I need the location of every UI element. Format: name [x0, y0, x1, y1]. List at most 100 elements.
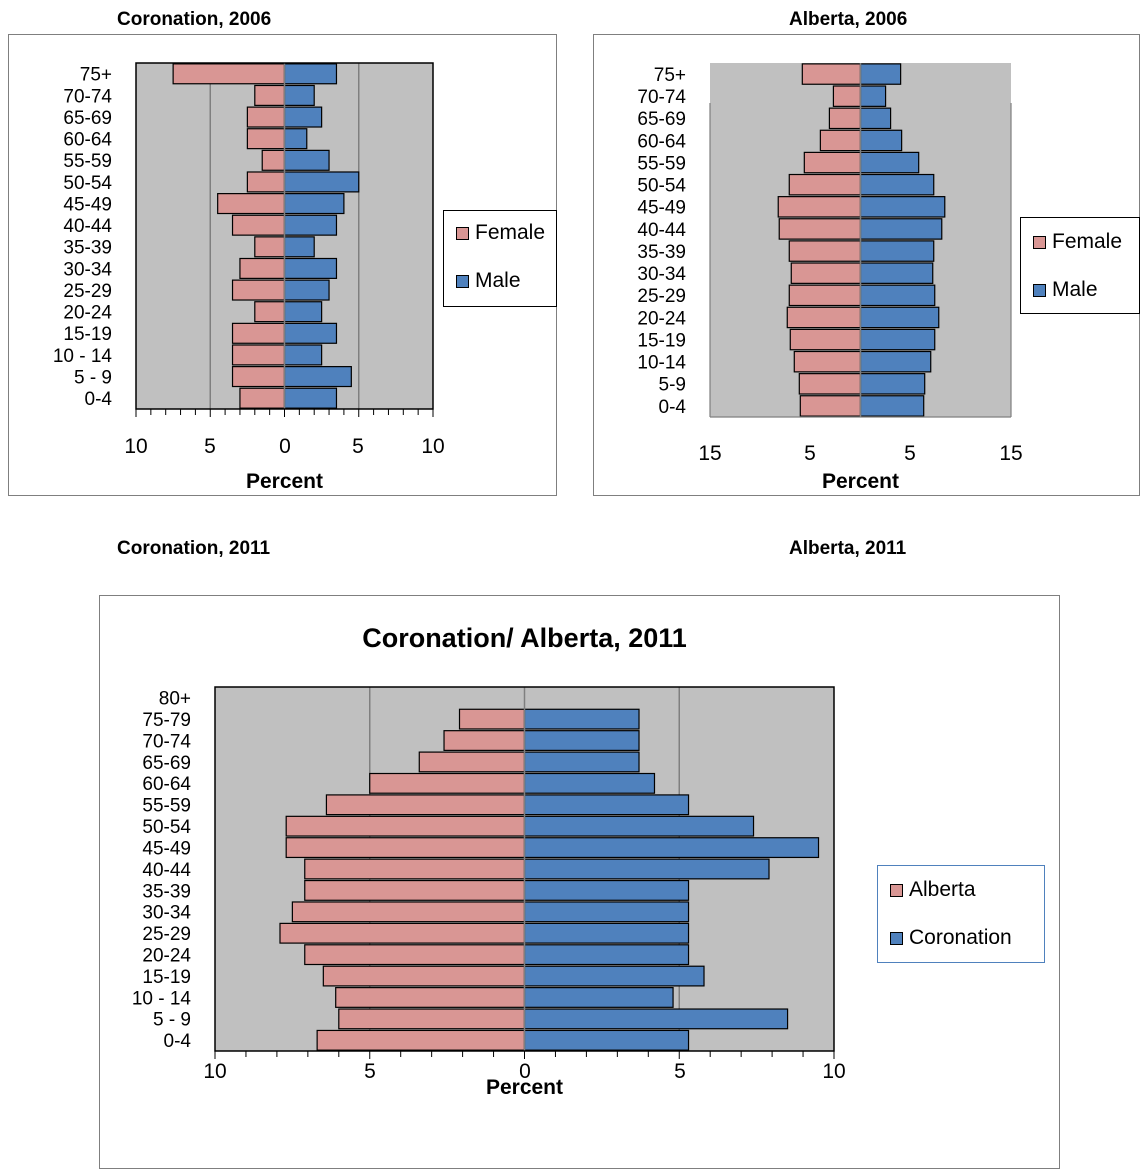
legend-label: Female [1052, 230, 1123, 253]
legend-label: Alberta [909, 878, 976, 901]
bar-coronation [523, 751, 640, 773]
category-label: 55-59 [142, 796, 191, 817]
legend-label: Male [475, 269, 521, 292]
x-axis-label: Percent [822, 470, 899, 493]
bar-alberta [458, 708, 526, 730]
bar-alberta [279, 922, 526, 944]
bar-coronation [523, 815, 755, 837]
x-tick-label: 5 [804, 442, 816, 465]
legend-item-male: Male [456, 269, 521, 293]
category-label: 45-49 [63, 194, 112, 215]
bar-coronation [523, 794, 690, 816]
category-label: 5 - 9 [74, 367, 112, 388]
legend-label: Male [1052, 278, 1098, 301]
category-label: 35-39 [142, 881, 191, 902]
bar-alberta [418, 751, 526, 773]
x-tick-label: 15 [999, 442, 1022, 465]
category-label: 45-49 [637, 198, 686, 219]
bar-coronation [523, 837, 820, 859]
bar-alberta [291, 901, 526, 923]
bar-alberta [325, 794, 526, 816]
category-label: 65-69 [63, 108, 112, 129]
category-label: 55-59 [637, 153, 686, 174]
bar-coronation [523, 730, 640, 751]
category-label: 45-49 [142, 838, 191, 859]
bar-alberta [316, 1029, 526, 1051]
bar-coronation [523, 965, 705, 987]
category-label: 10-14 [637, 353, 686, 374]
bar-alberta [322, 965, 526, 987]
bar-alberta [304, 944, 526, 966]
bar-alberta [335, 987, 526, 1008]
category-label: 25-29 [63, 281, 112, 302]
legend-coronation-alberta-2011: Alberta Coronation [877, 865, 1045, 963]
bar-alberta [304, 858, 526, 880]
x-tick-label: 10 [421, 435, 444, 458]
legend-coronation-2006: Female Male [443, 210, 557, 307]
x-tick-label: 0 [519, 1060, 531, 1083]
caption-alberta-2011: Alberta, 2011 [789, 538, 907, 559]
category-label: 15-19 [142, 967, 191, 988]
category-label: 30-34 [142, 903, 191, 924]
x-tick-label: 5 [364, 1060, 376, 1083]
category-label: 50-54 [637, 176, 686, 197]
male-swatch [456, 274, 469, 288]
category-label: 70-74 [63, 86, 112, 107]
category-label: 75+ [654, 65, 686, 86]
legend-item-coronation: Coronation [890, 926, 1012, 950]
category-label: 10 - 14 [53, 346, 113, 367]
category-label: 60-64 [637, 131, 686, 152]
category-label: 0-4 [659, 397, 687, 418]
x-tick-label: 5 [204, 435, 216, 458]
bar-alberta [338, 1008, 526, 1030]
x-axis-label: Percent [246, 470, 323, 493]
bar-alberta [285, 815, 526, 837]
legend-label: Female [475, 221, 546, 244]
bar-coronation [523, 1029, 690, 1051]
category-label: 75-79 [142, 710, 191, 731]
category-label: 20-24 [637, 308, 686, 329]
male-swatch [1033, 283, 1046, 297]
category-label: 15-19 [637, 330, 686, 351]
category-label: 20-24 [63, 303, 112, 324]
category-label: 80+ [159, 689, 191, 710]
chart-title: Coronation/ Alberta, 2011 [362, 623, 687, 653]
category-label: 5 - 9 [153, 1010, 191, 1031]
category-label: 25-29 [142, 924, 191, 945]
bar-coronation [523, 772, 656, 794]
bar-coronation [523, 944, 690, 966]
category-label: 40-44 [63, 216, 112, 237]
bar-alberta [285, 837, 526, 859]
category-label: 20-24 [142, 945, 191, 966]
caption-coronation-2011: Coronation, 2011 [117, 538, 271, 559]
bar-alberta [304, 879, 526, 901]
bar-coronation [523, 879, 690, 901]
category-label: 0-4 [85, 389, 113, 410]
coronation-swatch [890, 931, 903, 945]
category-label: 65-69 [637, 109, 686, 130]
category-label: 55-59 [63, 151, 112, 172]
x-axis-label: Percent [486, 1076, 563, 1099]
x-tick-label: 15 [698, 442, 721, 465]
bar-coronation [523, 858, 770, 880]
category-label: 75+ [80, 65, 112, 86]
category-label: 35-39 [637, 242, 686, 263]
x-tick-label: 5 [674, 1060, 686, 1083]
x-tick-label: 10 [203, 1060, 226, 1083]
category-label: 50-54 [63, 173, 112, 194]
category-label: 10 - 14 [132, 988, 192, 1009]
alberta-swatch [890, 883, 903, 897]
legend-alberta-2006: Female Male [1020, 217, 1140, 314]
category-label: 15-19 [63, 324, 112, 345]
female-swatch [1033, 235, 1046, 249]
legend-item-female: Female [1033, 230, 1122, 254]
category-label: 65-69 [142, 753, 191, 774]
bar-coronation [523, 708, 640, 730]
category-label: 40-44 [142, 860, 191, 881]
x-tick-label: 10 [124, 435, 147, 458]
x-tick-label: 5 [352, 435, 364, 458]
category-label: 25-29 [637, 286, 686, 307]
category-label: 70-74 [142, 731, 191, 752]
